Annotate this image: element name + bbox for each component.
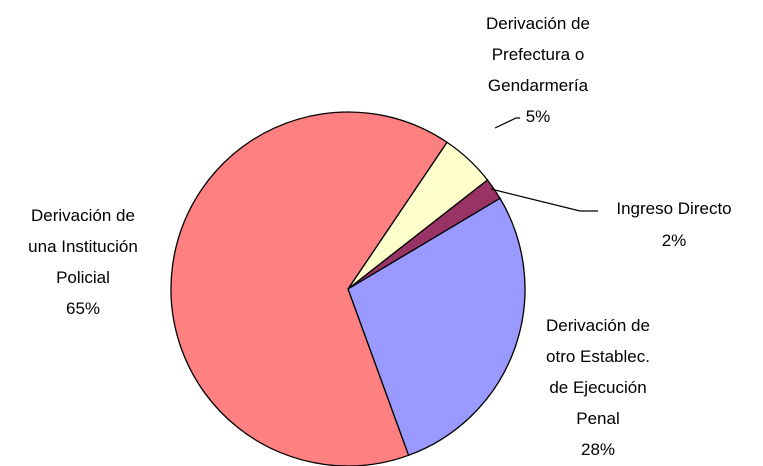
slice-label: Derivación de Prefectura o Gendarmería: [486, 14, 590, 95]
slice-value-label: 2%: [661, 231, 687, 250]
slice-value-label: 28%: [580, 440, 616, 459]
slice-value-label: 5%: [525, 107, 551, 126]
slice-value-label: 65%: [65, 299, 101, 318]
leader-line: [494, 117, 520, 129]
pie-slice: [170, 111, 448, 466]
slice-label: Ingreso Directo: [616, 199, 732, 218]
leader-line: [490, 188, 598, 212]
pie-slice: [347, 197, 526, 457]
slice-label: Derivación de otro Establec. de Ejecució…: [546, 316, 650, 428]
slice-label: Derivación de una Institución Policial: [28, 206, 138, 287]
